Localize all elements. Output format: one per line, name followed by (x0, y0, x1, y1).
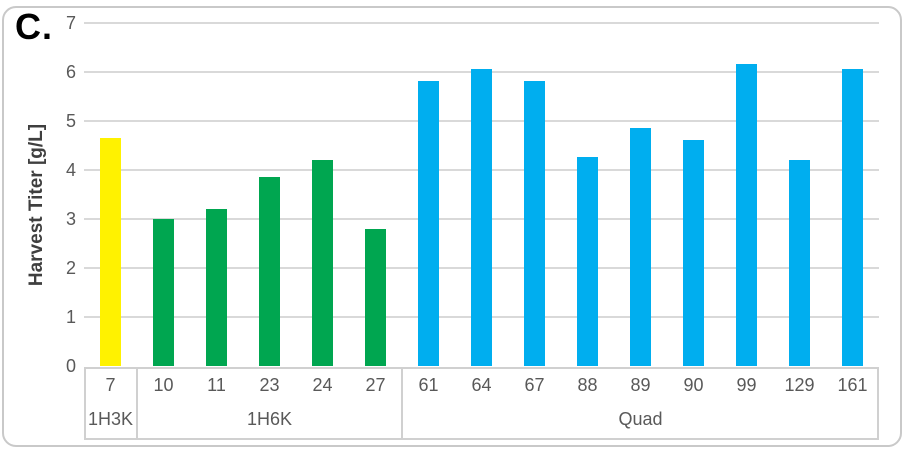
axis-group-divider (136, 367, 138, 440)
xtick-23: 23 (259, 375, 280, 395)
ytick-6: 6 (65, 61, 76, 82)
xtick-27: 27 (365, 375, 386, 395)
bar-90 (683, 140, 704, 366)
bar-11 (206, 208, 227, 366)
xtick-61: 61 (418, 375, 439, 395)
xtick-64: 64 (471, 375, 492, 395)
group-label-Quad: Quad (618, 409, 663, 429)
xtick-99: 99 (736, 375, 757, 395)
xtick-161: 161 (837, 375, 868, 395)
bar-64 (471, 69, 492, 366)
xtick-24: 24 (312, 375, 333, 395)
xtick-7: 7 (105, 375, 116, 395)
xtick-89: 89 (630, 375, 651, 395)
ytick-1: 1 (65, 306, 76, 327)
bar-67 (524, 81, 545, 366)
xtick-11: 11 (207, 375, 226, 395)
bar-161 (842, 69, 863, 366)
bar-88 (577, 157, 598, 366)
ytick-2: 2 (65, 257, 76, 278)
bar-7 (100, 137, 121, 366)
ytick-0: 0 (65, 356, 76, 376)
ytick-4: 4 (65, 159, 76, 180)
xtick-129: 129 (784, 375, 815, 395)
xtick-88: 88 (577, 375, 598, 395)
bar-27 (365, 228, 386, 366)
bar-23 (259, 177, 280, 366)
xtick-90: 90 (683, 375, 704, 395)
ytick-3: 3 (65, 208, 76, 229)
x-axis-box (84, 367, 879, 440)
axis-group-divider (401, 367, 403, 440)
ytick-5: 5 (65, 110, 76, 131)
bar-99 (736, 64, 757, 366)
gridline-7 (84, 21, 879, 24)
xtick-67: 67 (524, 375, 545, 395)
group-label-1H3K: 1H3K (87, 409, 134, 429)
bar-89 (630, 128, 651, 366)
bar-129 (789, 159, 810, 366)
ytick-7: 7 (65, 12, 76, 33)
xtick-10: 10 (153, 375, 174, 395)
bar-61 (418, 81, 439, 366)
bar-24 (312, 159, 333, 366)
panel-label: C. (15, 6, 53, 47)
bar-10 (153, 218, 174, 366)
group-label-1H6K: 1H6K (246, 409, 293, 429)
